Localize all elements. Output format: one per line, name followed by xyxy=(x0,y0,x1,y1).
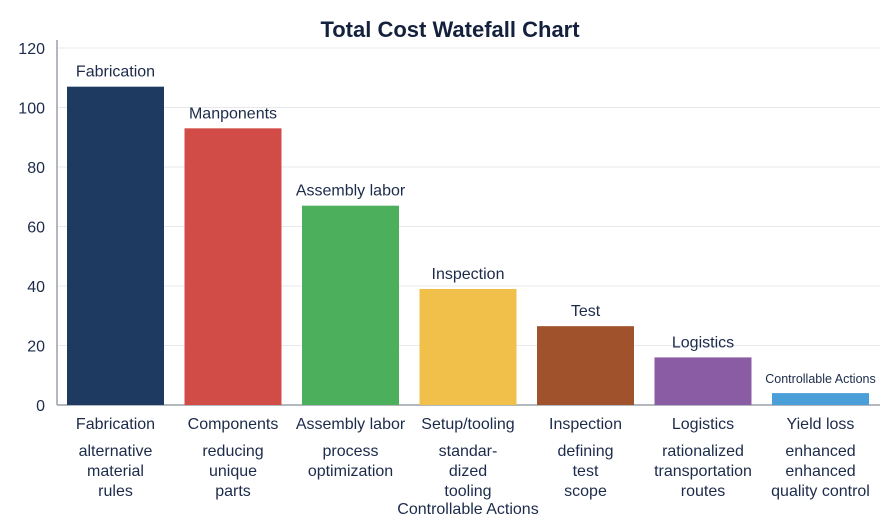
bar-top-label: Controllable Actions xyxy=(765,372,875,386)
bar-fabrication xyxy=(67,86,164,406)
bar-assembly-labor xyxy=(302,205,399,405)
x-sub-label: test xyxy=(573,463,599,480)
x-sub-label: quality control xyxy=(771,483,870,500)
x-sub-label: reducing xyxy=(202,443,263,460)
bar-top-label: Logistics xyxy=(672,334,734,351)
x-sub-label: standar- xyxy=(439,443,498,460)
x-category-label: Yield loss xyxy=(787,416,855,433)
x-sub-label: routes xyxy=(681,483,725,500)
bar-top-label: Manponents xyxy=(189,105,277,122)
bar-components xyxy=(184,128,282,405)
y-tick-label: 20 xyxy=(27,339,45,356)
x-sub-label: tooling xyxy=(444,483,491,500)
x-category-label: Setup/tooling xyxy=(421,416,514,433)
bar-yield-loss xyxy=(772,393,869,405)
y-tick-label: 40 xyxy=(27,279,45,296)
x-sub-label: process xyxy=(322,443,378,460)
x-category-label: Inspection xyxy=(549,416,622,433)
x-sub-label: rationalized xyxy=(662,443,744,460)
x-sub-label: material xyxy=(87,463,144,480)
x-sub-label: defining xyxy=(557,443,613,460)
x-sub-label: optimization xyxy=(308,463,393,480)
x-category-label: Logistics xyxy=(672,416,734,433)
chart-title: Total Cost Watefall Chart xyxy=(320,17,580,42)
x-sub-label: enhanced xyxy=(785,443,855,460)
x-sub-label: alternative xyxy=(79,443,153,460)
x-sub-label: unique xyxy=(209,463,257,480)
y-tick-label: 120 xyxy=(18,41,45,58)
x-sub-label: transportation xyxy=(654,463,752,480)
y-tick-label: 80 xyxy=(27,160,45,177)
x-sub-label: enhanced xyxy=(785,463,855,480)
bar-inspection xyxy=(537,326,634,405)
bar-top-label: Assembly labor xyxy=(296,183,406,200)
x-sub-label: scope xyxy=(564,483,607,500)
bar-logistics xyxy=(654,357,752,405)
bar-top-label: Fabrication xyxy=(76,64,155,81)
bar-top-label: Inspection xyxy=(432,266,505,283)
x-sub-label: rules xyxy=(98,483,133,500)
bar-setup-tooling xyxy=(419,288,517,405)
x-sub-label: dized xyxy=(449,463,487,480)
x-sub-label: Controllable Actions xyxy=(397,501,538,518)
y-tick-label: 60 xyxy=(27,220,45,237)
bar-top-label: Test xyxy=(571,303,601,320)
x-category-label: Fabrication xyxy=(76,416,155,433)
y-tick-label: 100 xyxy=(18,101,45,118)
x-sub-label: parts xyxy=(215,483,251,500)
x-category-label: Components xyxy=(188,416,279,433)
y-tick-label: 0 xyxy=(36,398,45,415)
x-category-label: Assembly labor xyxy=(296,416,406,433)
